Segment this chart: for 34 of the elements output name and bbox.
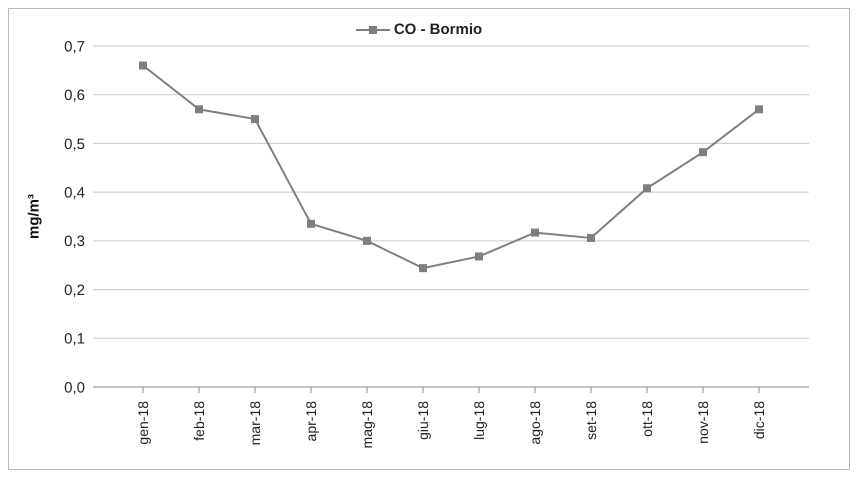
point (363, 236, 371, 245)
point (195, 105, 203, 114)
x-tick-label: ott-18 (639, 400, 655, 437)
legend-label: CO - Bormio (394, 21, 482, 38)
x-tick-label: nov-18 (695, 400, 711, 444)
y-tick-label: 0,5 (64, 136, 85, 153)
point (531, 228, 539, 237)
x-tick-label: ago-18 (527, 400, 543, 445)
y-tick-label: 0,7 (64, 38, 85, 56)
point (307, 220, 315, 228)
point (587, 234, 595, 242)
x-tick-label: gen-18 (135, 400, 151, 445)
point (475, 252, 483, 260)
point (419, 264, 427, 272)
point (251, 115, 259, 124)
x-tick-label: dic-18 (751, 400, 767, 440)
y-tick-label: 0,4 (64, 184, 85, 202)
x-tick-label: giu-18 (415, 400, 431, 440)
x-tick-label: mag-18 (359, 400, 375, 448)
x-tick-label: lug-18 (471, 400, 487, 440)
point (699, 148, 707, 156)
y-tick-label: 0,0 (64, 379, 85, 396)
x-tick-label: mar-18 (247, 400, 263, 446)
point (755, 105, 763, 114)
y-axis-title: mg/m³ (25, 194, 42, 239)
x-tick-label: set-18 (583, 400, 599, 440)
y-tick-label: 0,1 (64, 330, 85, 348)
y-tick-label: 0,6 (64, 87, 85, 104)
y-tick-label: 0,3 (64, 233, 85, 250)
x-tick-label: apr-18 (303, 400, 319, 442)
x-tick-label: feb-18 (191, 400, 207, 441)
point (643, 184, 651, 192)
y-tick-label: 0,2 (64, 282, 85, 299)
point (139, 61, 147, 70)
